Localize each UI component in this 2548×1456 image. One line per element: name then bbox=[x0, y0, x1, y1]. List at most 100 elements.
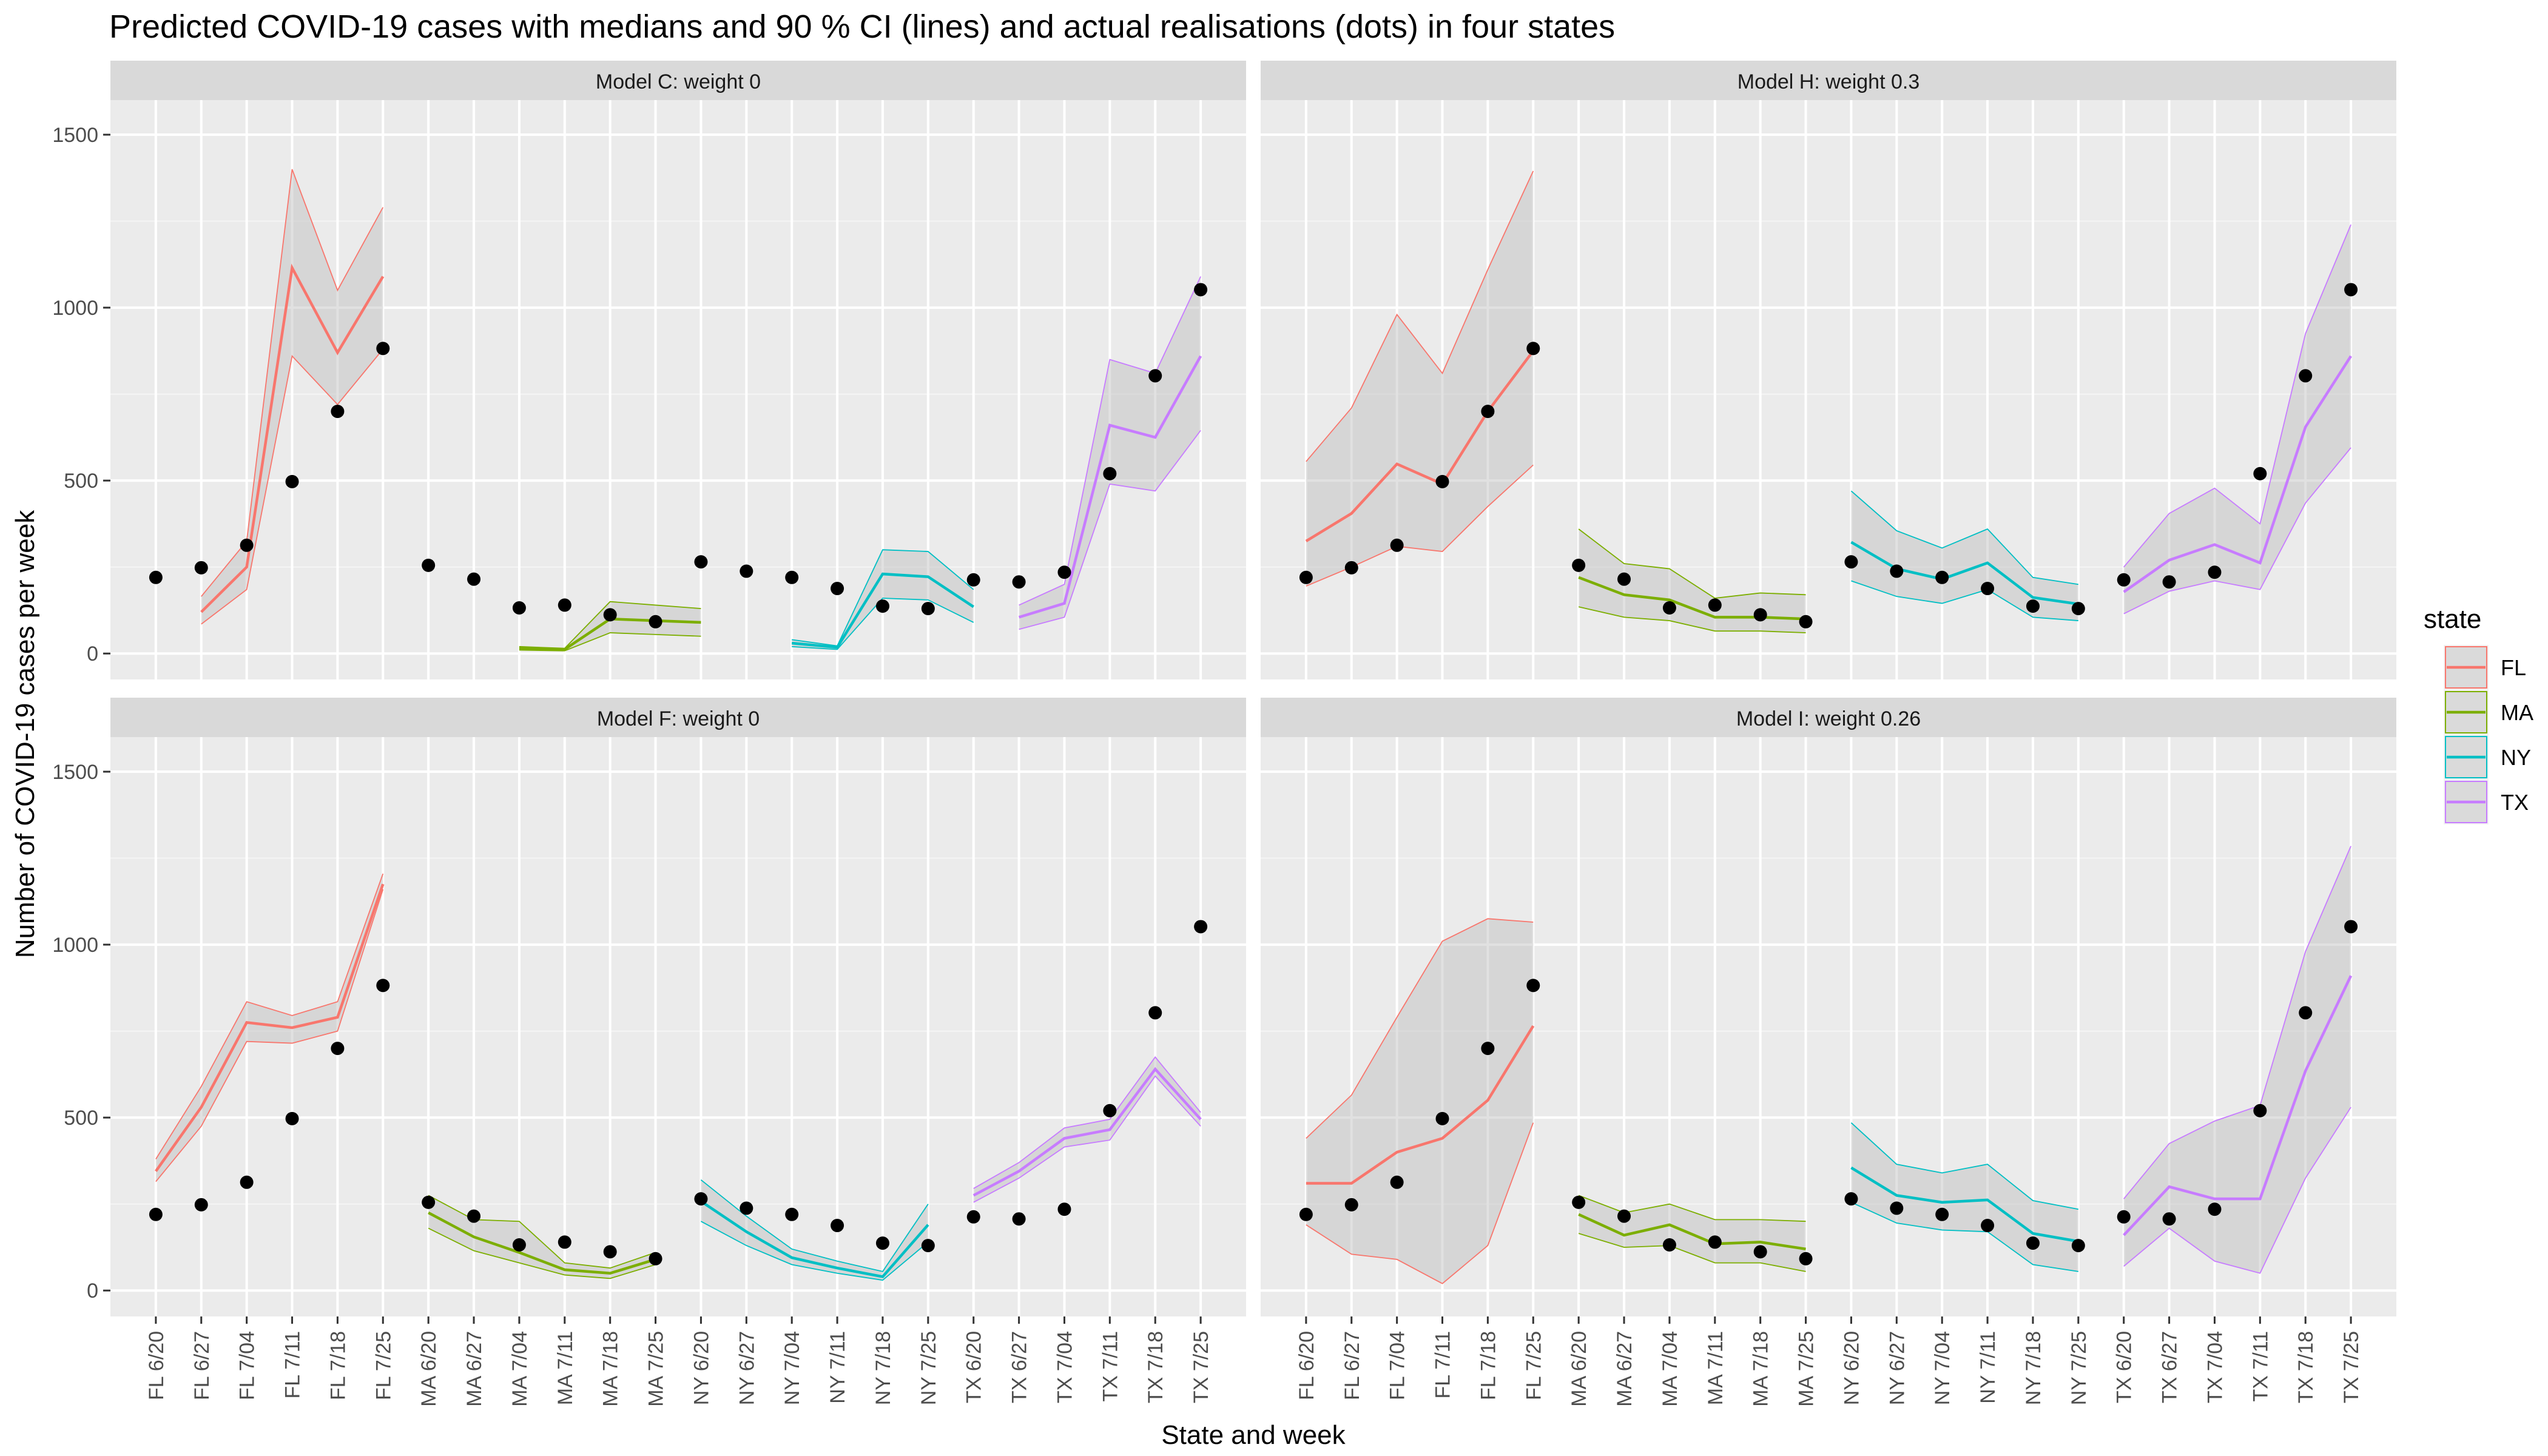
actual-point bbox=[1662, 1238, 1676, 1252]
actual-point bbox=[1435, 474, 1449, 488]
actual-point bbox=[2344, 283, 2358, 297]
x-tick-label: FL 7/25 bbox=[372, 1331, 395, 1400]
x-tick-label: FL 6/27 bbox=[1341, 1331, 1364, 1400]
actual-point bbox=[785, 570, 799, 584]
median-line-tx bbox=[2123, 355, 2353, 593]
y-tick-label: 1500 bbox=[52, 761, 98, 784]
actual-point bbox=[2071, 602, 2085, 616]
x-tick-label: NY 7/25 bbox=[2068, 1331, 2091, 1405]
actual-point bbox=[2117, 573, 2131, 587]
actual-point bbox=[1981, 582, 1995, 596]
actual-point bbox=[1103, 1104, 1117, 1117]
actual-point bbox=[1981, 1219, 1995, 1233]
actual-point bbox=[875, 599, 889, 613]
actual-point bbox=[422, 1195, 436, 1209]
x-tick-label: FL 6/20 bbox=[1295, 1331, 1318, 1400]
legend-item-ma: MA bbox=[2444, 690, 2533, 735]
x-tick-label: NY 6/20 bbox=[1840, 1331, 1863, 1405]
actual-point bbox=[921, 602, 935, 616]
ci-band-ny bbox=[1851, 1122, 2078, 1272]
x-tick-label: MA 7/11 bbox=[1704, 1331, 1727, 1405]
x-tick-label: TX 6/27 bbox=[2159, 1331, 2182, 1403]
ci-band-ny bbox=[701, 1179, 928, 1281]
x-tick-label: FL 7/25 bbox=[1522, 1331, 1545, 1400]
actual-point bbox=[1148, 1006, 1162, 1020]
actual-point bbox=[694, 1192, 708, 1206]
legend: state FL MA NY TX bbox=[2424, 604, 2533, 824]
x-tick-label: FL 7/11 bbox=[281, 1331, 305, 1399]
actual-point bbox=[831, 1219, 844, 1233]
ci-upper-line-ny bbox=[1850, 490, 2078, 585]
ci-band-fl bbox=[201, 169, 383, 624]
actual-point bbox=[2071, 1239, 2085, 1253]
actual-point bbox=[1890, 1201, 1904, 1215]
actual-point bbox=[1057, 565, 1071, 579]
ci-lower-line-ny bbox=[1851, 1202, 2078, 1272]
ci-upper-line-tx bbox=[2123, 846, 2351, 1199]
panel-1: Model C: weight 0 0 500 1000 1500 bbox=[52, 61, 1246, 679]
y-tick-label: 1000 bbox=[52, 297, 98, 320]
ci-band-tx bbox=[2123, 846, 2351, 1273]
median-line-fl bbox=[200, 263, 385, 613]
actual-point bbox=[1708, 598, 1722, 612]
ci-upper-line-ma bbox=[428, 1195, 656, 1269]
x-tick-label: NY 7/11 bbox=[1977, 1331, 2000, 1404]
actual-point bbox=[966, 1210, 980, 1224]
ci-band-tx bbox=[973, 1057, 1201, 1202]
actual-point bbox=[831, 582, 844, 596]
ci-band-ny bbox=[792, 550, 974, 650]
actual-point bbox=[558, 598, 571, 612]
x-tick-label: TX 7/11 bbox=[1099, 1331, 1122, 1402]
ci-lower-line-tx bbox=[2123, 1107, 2351, 1274]
actual-point bbox=[694, 555, 708, 569]
actual-point bbox=[1844, 1192, 1858, 1206]
actual-point bbox=[331, 405, 345, 419]
legend-label: FL bbox=[2501, 655, 2526, 680]
actual-point bbox=[966, 573, 980, 587]
median-line-ma bbox=[1578, 576, 1806, 621]
ci-lower-line-tx bbox=[2123, 447, 2351, 615]
x-tick-label: FL 6/27 bbox=[190, 1331, 214, 1400]
actual-point bbox=[1662, 601, 1676, 615]
median-line-tx bbox=[2123, 975, 2353, 1236]
legend-item-tx: TX bbox=[2444, 780, 2529, 824]
actual-point bbox=[467, 1209, 481, 1223]
y-tick-label: 0 bbox=[87, 642, 98, 666]
panel-background bbox=[1261, 737, 2396, 1316]
actual-point bbox=[2117, 1210, 2131, 1224]
actual-point bbox=[921, 1239, 935, 1253]
ci-lower-line-fl bbox=[1306, 1122, 1534, 1284]
actual-point bbox=[603, 1245, 617, 1259]
actual-point bbox=[875, 1236, 889, 1250]
ci-upper-line-ma bbox=[1578, 528, 1806, 599]
y-axis-label: Number of COVID-19 cases per week bbox=[10, 510, 40, 959]
actual-point bbox=[2026, 599, 2040, 613]
ci-band-ma bbox=[1579, 528, 1806, 633]
ci-lower-line-ny bbox=[1851, 580, 2078, 621]
actual-point bbox=[1617, 1209, 1631, 1223]
ci-upper-line-ny bbox=[700, 1179, 929, 1272]
ci-lower-line-ma bbox=[519, 632, 701, 652]
x-tick-label: MA 7/11 bbox=[554, 1331, 577, 1405]
ci-lower-line-tx bbox=[1019, 430, 1201, 630]
actual-point bbox=[1012, 1212, 1026, 1226]
actual-point bbox=[240, 538, 254, 552]
actual-point bbox=[376, 342, 390, 356]
panel-strip bbox=[110, 698, 1246, 737]
x-tick-label: TX 7/18 bbox=[2294, 1331, 2317, 1403]
actual-point bbox=[1526, 979, 1540, 993]
ci-band-fl bbox=[1306, 170, 1534, 587]
ci-lower-line-ma bbox=[428, 1227, 656, 1279]
x-tick-label: NY 7/04 bbox=[781, 1331, 804, 1405]
actual-point bbox=[2253, 467, 2267, 480]
actual-point bbox=[1390, 538, 1404, 552]
actual-point bbox=[240, 1175, 254, 1189]
actual-point bbox=[1935, 1207, 1949, 1221]
actual-point bbox=[512, 1238, 526, 1252]
x-tick-label: NY 7/25 bbox=[917, 1331, 940, 1405]
panel-strip bbox=[1261, 698, 2396, 737]
panel-strip bbox=[1261, 61, 2396, 100]
ci-lower-line-ma bbox=[1578, 1233, 1806, 1272]
x-tick-label: FL 7/04 bbox=[236, 1331, 259, 1400]
legend-label: TX bbox=[2501, 790, 2529, 815]
